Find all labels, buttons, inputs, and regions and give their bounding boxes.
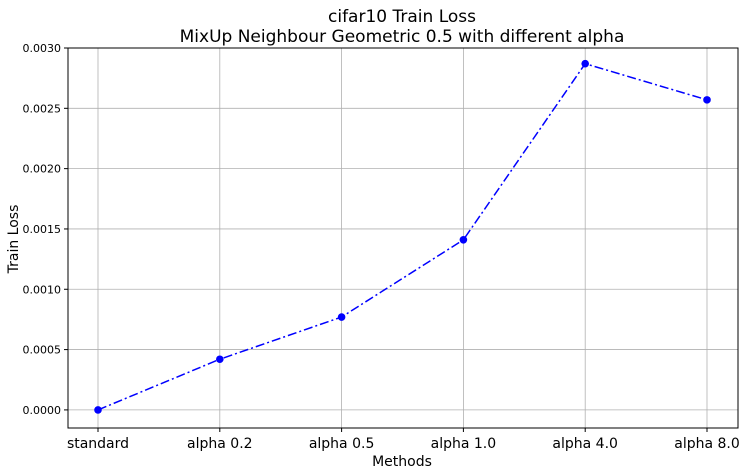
plot-area-frame [67,47,739,429]
x-tick-label: alpha 8.0 [674,436,740,452]
y-tick-label: 0.0005 [23,344,62,357]
x-tick-label: alpha 4.0 [552,436,618,452]
x-tick-label: standard [67,436,129,452]
chart-title: cifar10 Train Loss [328,7,476,27]
y-axis-label: Train Loss [6,205,22,275]
y-tick-label: 0.0010 [23,283,62,296]
x-axis-label: Methods [372,454,432,470]
y-tick-label: 0.0030 [23,42,62,55]
y-tick-label: 0.0015 [23,223,62,236]
y-tick-label: 0.0025 [23,102,62,115]
series-layer [94,59,711,414]
data-point [703,96,711,104]
y-tick-label: 0.0020 [23,163,62,176]
data-point [94,406,102,414]
grid-layer [68,47,738,428]
y-tick-label: 0.0000 [23,404,62,417]
data-point [459,236,468,244]
y-axis-ticks: 0.0000 0.0005 0.0010 0.0015 0.0020 0.0025 0.00… [23,42,68,417]
x-axis-ticks: standard alpha 0.2 alpha 0.5 alpha 1.0 alpha… [67,428,740,452]
data-point [216,355,224,364]
x-tick-label: alpha 0.2 [187,436,253,452]
data-point [581,59,589,68]
series-line [97,62,708,411]
x-tick-label: alpha 0.5 [309,436,375,452]
data-point [337,313,346,321]
chart-subtitle: MixUp Neighbour Geometric 0.5 with diffe… [180,27,625,47]
x-tick-label: alpha 1.0 [431,436,497,452]
